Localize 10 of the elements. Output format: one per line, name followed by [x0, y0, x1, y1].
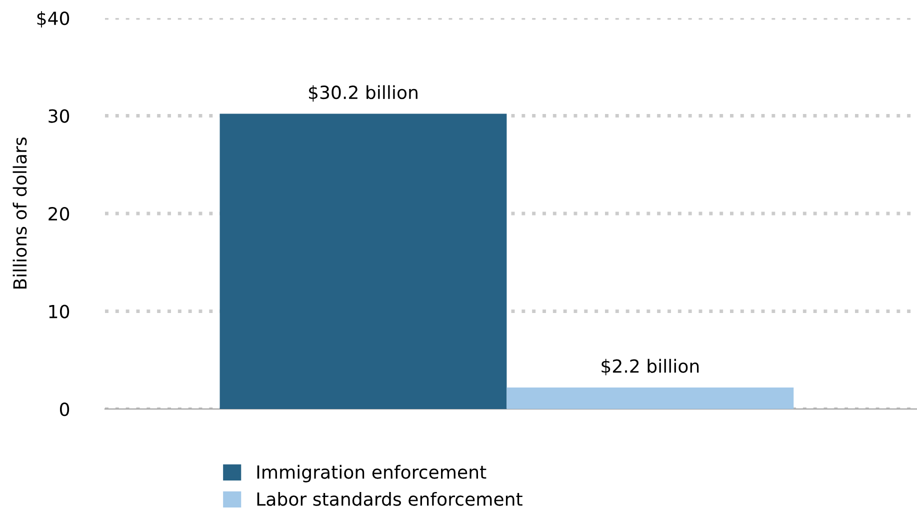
y-tick-label: $40 — [37, 11, 70, 28]
data-label: $2.2 billion — [602, 358, 699, 376]
y-tick-label: 0 — [60, 402, 70, 416]
legend-label: Labor standards enforcement — [257, 492, 522, 506]
legend-label: Immigration enforcement — [257, 464, 486, 482]
y-axis-title: Billions of dollars — [12, 138, 27, 289]
data-label: $30.2 billion — [309, 85, 418, 102]
y-tick-label: 10 — [49, 304, 70, 318]
y-tick-label: 20 — [48, 206, 70, 221]
y-tick-label: 30 — [48, 109, 70, 123]
